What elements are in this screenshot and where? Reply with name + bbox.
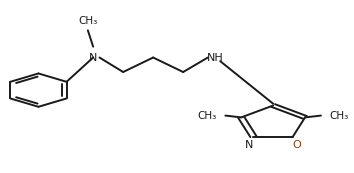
Text: CH₃: CH₃ (78, 16, 97, 26)
Text: N: N (245, 140, 253, 150)
Text: CH₃: CH₃ (197, 111, 217, 121)
Text: CH₃: CH₃ (330, 111, 349, 121)
Text: O: O (293, 140, 302, 150)
Text: N: N (89, 53, 97, 62)
Text: NH: NH (206, 53, 223, 62)
